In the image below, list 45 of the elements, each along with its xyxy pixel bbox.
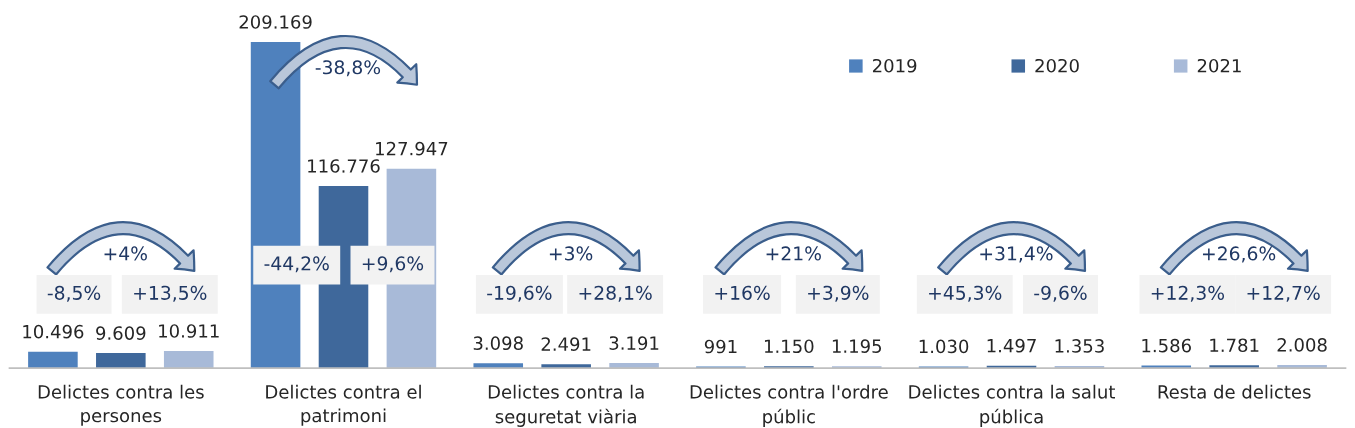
data-label: 1.353 — [1055, 339, 1104, 353]
annotation: +12,7% — [1247, 285, 1320, 302]
data-label: 1.586 — [1142, 338, 1191, 353]
x-tick-label: Delictes contra l'ordre públic — [690, 384, 888, 427]
annotation: +3,9% — [808, 285, 869, 302]
legend-label: 2019 — [872, 58, 917, 73]
x-tick-label: Resta de delictes — [1158, 384, 1311, 399]
data-label: 1.150 — [764, 339, 814, 354]
annotation: +12,3% — [1151, 285, 1225, 302]
x-tick-label: Delictes contra la seguretat viària — [488, 384, 644, 427]
annotation: +13,5% — [134, 285, 207, 302]
legend-label: 2021 — [1197, 58, 1241, 73]
data-label: 10.911 — [159, 324, 219, 338]
annotation: +31,4% — [980, 246, 1053, 263]
data-label: 1.030 — [919, 339, 969, 354]
annotation: -9,6% — [1034, 285, 1087, 302]
data-label: 209.169 — [239, 15, 312, 29]
data-label: 2.008 — [1277, 338, 1327, 352]
data-label: 1.781 — [1210, 338, 1259, 353]
legend-label: 2020 — [1035, 58, 1079, 73]
annotation: +3% — [549, 246, 593, 261]
annotation: +21% — [766, 246, 821, 261]
data-label: 127.947 — [376, 141, 448, 156]
annotation: -44,2% — [264, 256, 329, 273]
annotation: +16% — [715, 285, 770, 300]
annotation: -38,8% — [315, 60, 381, 77]
data-label: 3.098 — [473, 336, 523, 351]
annotation: -8,5% — [47, 285, 101, 302]
annotation: -19,6% — [487, 285, 552, 302]
annotation: +28,1% — [579, 285, 652, 302]
data-label: 3.191 — [609, 336, 659, 350]
data-label: 9.609 — [96, 326, 146, 340]
data-label: 991 — [704, 339, 737, 354]
x-tick-label: Delictes contra les persones — [38, 384, 204, 426]
x-tick-label: Delictes contra el patrimoni — [266, 384, 421, 426]
annotation: +9,6% — [362, 256, 424, 273]
data-label: 10.496 — [23, 324, 84, 339]
data-label: 2.491 — [541, 337, 591, 351]
annotation: +45,3% — [929, 285, 1002, 302]
data-label: 1.497 — [987, 338, 1036, 353]
data-label: 1.195 — [832, 339, 882, 353]
x-tick-label: Delictes contra la salut pública — [909, 384, 1116, 427]
annotation: +26,6% — [1202, 246, 1276, 263]
data-label: 116.776 — [308, 159, 380, 173]
annotation: +4% — [104, 246, 147, 261]
